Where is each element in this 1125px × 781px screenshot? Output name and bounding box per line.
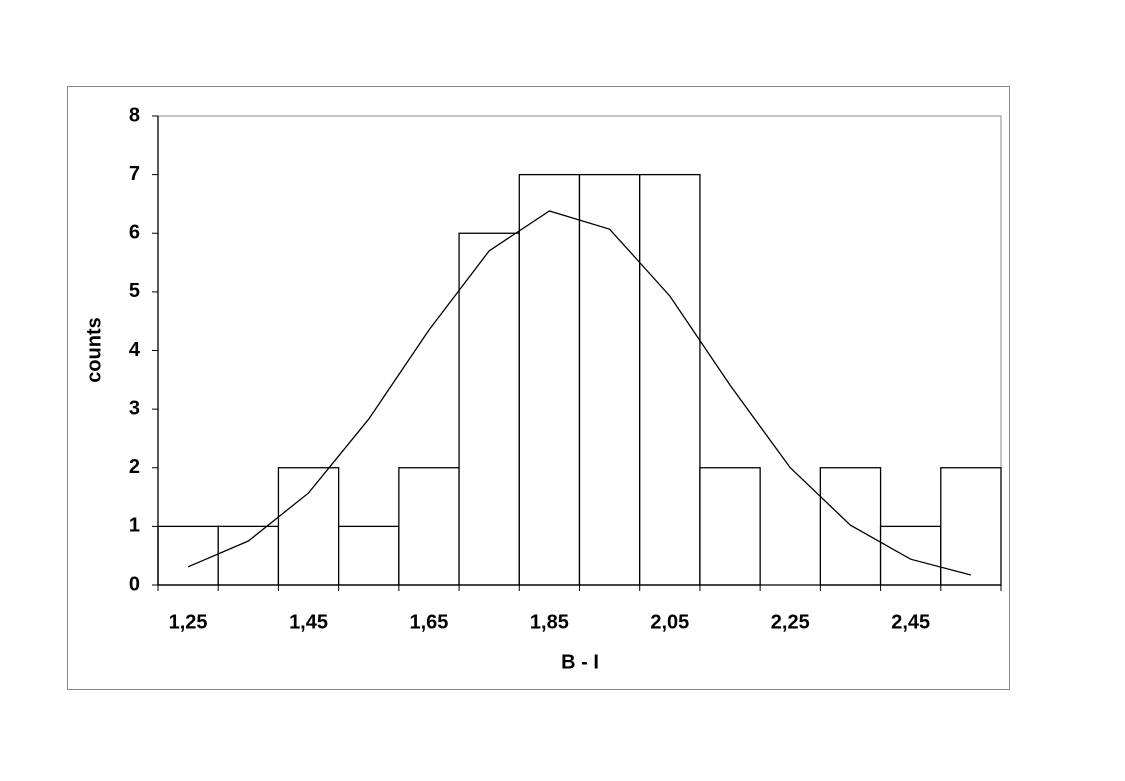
y-tick-label: 6 — [129, 222, 140, 244]
bar — [879, 525, 942, 586]
bar — [699, 467, 761, 586]
y-tick-label: 8 — [129, 104, 140, 126]
bar — [458, 232, 520, 586]
x-axis-label: B - I — [561, 651, 599, 673]
bar — [940, 467, 1002, 586]
y-tick-label: 2 — [129, 456, 140, 478]
fit-curve — [187, 210, 972, 576]
bar — [819, 467, 882, 586]
bar — [639, 173, 701, 586]
bar — [578, 173, 641, 586]
bar — [518, 173, 581, 586]
bar — [157, 525, 219, 586]
x-tick-label: 1,25 — [169, 611, 208, 633]
chart-frame — [67, 86, 1010, 690]
bar — [217, 525, 280, 586]
y-tick-label: 3 — [129, 397, 140, 419]
bar — [337, 525, 400, 586]
bar — [277, 467, 340, 586]
x-tick-label: 2,25 — [771, 611, 810, 633]
x-tick-label: 2,45 — [891, 611, 930, 633]
y-tick-label: 0 — [129, 573, 140, 595]
y-tick-label: 4 — [129, 339, 141, 361]
x-tick-label: 1,85 — [530, 611, 569, 633]
y-tick-label: 5 — [129, 280, 140, 302]
y-tick-label: 7 — [129, 163, 140, 185]
x-tick-label: 2,05 — [650, 611, 689, 633]
y-tick-label: 1 — [129, 515, 140, 537]
x-tick-label: 1,65 — [409, 611, 448, 633]
y-axis-label: counts — [83, 317, 105, 383]
x-tick-label: 1,45 — [289, 611, 328, 633]
bar — [398, 467, 460, 586]
